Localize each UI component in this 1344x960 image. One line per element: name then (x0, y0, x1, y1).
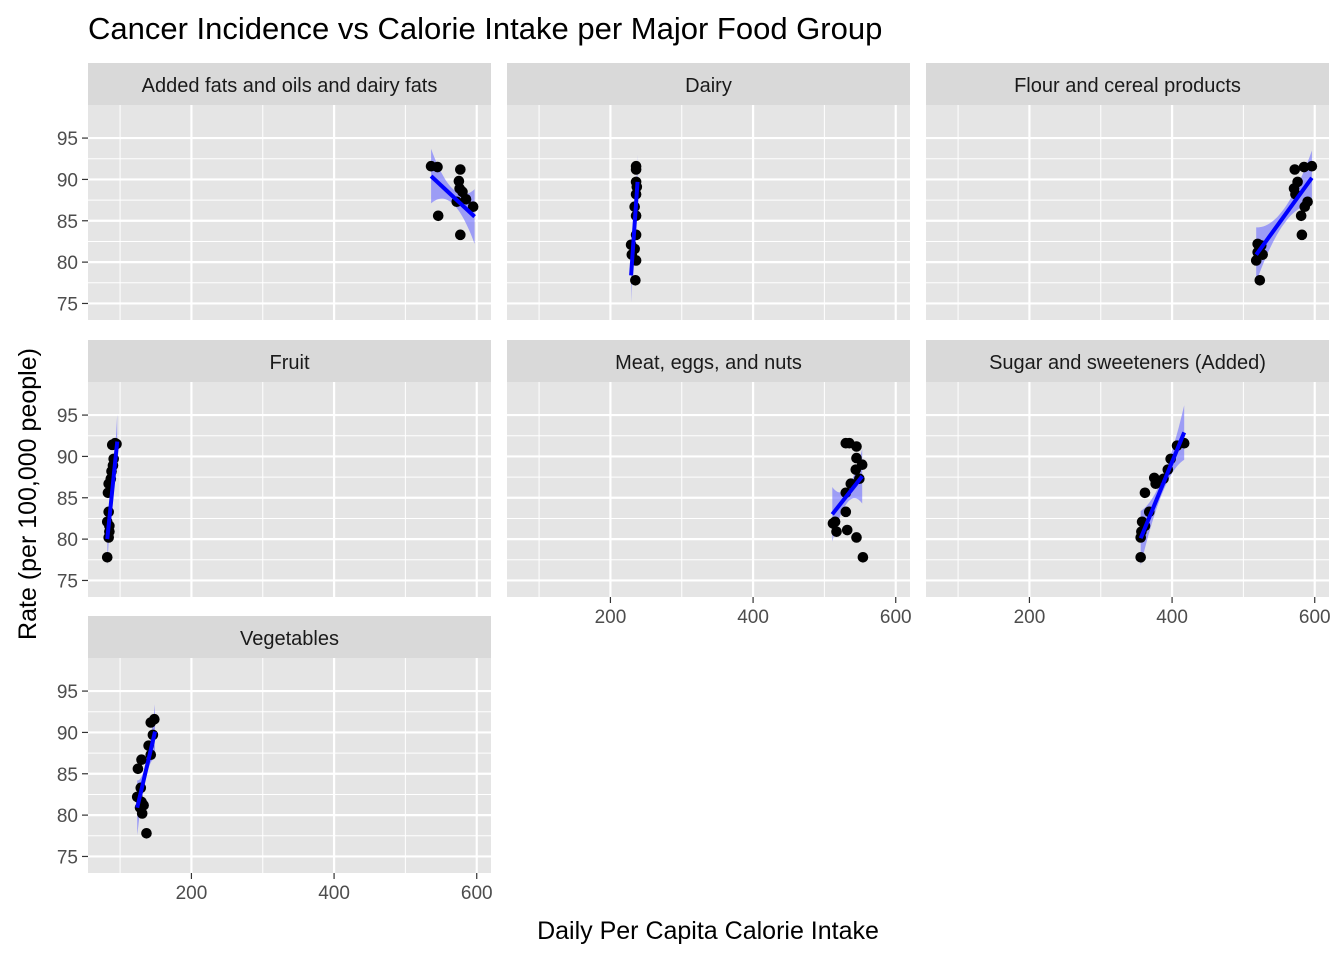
x-tick-label: 600 (880, 607, 912, 628)
data-point (101, 552, 113, 563)
data-point (1306, 160, 1318, 172)
facet-strip-label: Added fats and oils and dairy fats (142, 75, 438, 97)
x-tick-label: 400 (1156, 607, 1188, 628)
fit-line (629, 181, 640, 276)
facet-strip (507, 63, 910, 105)
data-point (455, 229, 466, 241)
panel-background (507, 105, 910, 320)
data-point (1299, 201, 1311, 213)
facet-strip (88, 63, 491, 105)
x-tick-label: 600 (461, 883, 493, 904)
y-tick-label: 95 (57, 682, 78, 703)
facet-strip-label: Flour and cereal products (1014, 75, 1241, 97)
y-tick-label: 95 (57, 406, 78, 427)
facet-panel: Meat, eggs, and nuts 200 400 600 (507, 340, 912, 628)
y-tick-label: 80 (57, 530, 78, 551)
y-tick-label: 85 (57, 212, 78, 233)
data-point (1139, 487, 1151, 499)
facet-panel: Fruit 75 80 85 90 95 (57, 340, 491, 597)
x-tick-label: 200 (595, 607, 627, 628)
fit-line (1254, 176, 1314, 256)
x-tick-label: 400 (318, 883, 350, 904)
data-point (141, 828, 152, 839)
x-tick-label: 600 (1299, 607, 1331, 628)
facet-panel: Vegetables 75 80 85 90 95 200 400 600 (57, 616, 493, 904)
y-axis-title: Rate (per 100,000 people) (14, 348, 42, 640)
data-point (851, 441, 862, 452)
data-point (467, 201, 479, 213)
data-point (1289, 164, 1301, 175)
x-axis-title: Daily Per Capita Calorie Intake (537, 917, 879, 945)
facet-strip (88, 616, 491, 658)
facet-panel: Added fats and oils and dairy fats 75 80 85… (57, 63, 491, 320)
data-point (138, 799, 149, 811)
data-point (136, 754, 147, 766)
facet-strip-label: Sugar and sweeteners (Added) (989, 352, 1266, 374)
data-point (831, 526, 842, 537)
facet-strip-label: Fruit (270, 352, 310, 374)
data-point (132, 763, 144, 775)
facet-strip (507, 340, 910, 382)
y-tick-label: 90 (57, 170, 78, 191)
data-point (1295, 210, 1307, 222)
data-point (827, 518, 839, 529)
panel-background (88, 658, 491, 873)
fit-line (830, 475, 864, 516)
x-tick-label: 200 (1014, 607, 1046, 628)
data-point (1254, 275, 1266, 286)
data-point (460, 193, 472, 205)
facet-panel: Sugar and sweeteners (Added) 200 400 600 (926, 340, 1331, 628)
y-tick-label: 75 (57, 294, 78, 315)
fit-line (429, 174, 476, 219)
data-point (454, 183, 465, 194)
data-point (840, 506, 852, 518)
data-point (850, 464, 862, 475)
y-tick-label: 80 (57, 253, 78, 274)
facet-strip-label: Dairy (685, 75, 732, 97)
y-tick-label: 85 (57, 765, 78, 786)
data-point (455, 164, 466, 175)
data-point (1135, 552, 1146, 563)
panel-background (88, 105, 491, 320)
fit-line (135, 731, 157, 809)
data-point (851, 532, 862, 543)
data-point (1250, 255, 1262, 266)
x-tick-label: 200 (176, 883, 208, 904)
data-point (630, 275, 641, 286)
facet-panels: Added fats and oils and dairy fats 75 80 85… (57, 63, 1331, 904)
chart-title: Cancer Incidence vs Calorie Intake per M… (88, 11, 882, 46)
facet-strip-label: Meat, eggs, and nuts (615, 352, 802, 374)
y-tick-label: 90 (57, 723, 78, 744)
y-tick-label: 95 (57, 129, 78, 150)
data-point (857, 552, 869, 563)
x-tick-label: 400 (737, 607, 769, 628)
y-tick-label: 75 (57, 571, 78, 592)
facet-strip (926, 340, 1329, 382)
facet-strip (88, 340, 491, 382)
panel-background (926, 382, 1329, 597)
data-point (1298, 161, 1310, 173)
data-point (432, 210, 444, 222)
data-point (136, 808, 148, 819)
y-tick-label: 80 (57, 806, 78, 827)
fit-line (1138, 431, 1187, 540)
y-tick-label: 85 (57, 489, 78, 510)
panel-background (88, 382, 491, 597)
facet-panel: Flour and cereal products (926, 63, 1329, 320)
data-point (145, 717, 157, 728)
data-point (432, 161, 443, 173)
y-tick-label: 90 (57, 447, 78, 468)
facet-strip (926, 63, 1329, 105)
fit-line (105, 441, 120, 540)
y-tick-label: 75 (57, 847, 78, 868)
facet-panel: Dairy (507, 63, 910, 320)
data-point (630, 164, 642, 175)
data-point (1150, 478, 1161, 490)
data-point (841, 524, 853, 536)
data-point (1296, 229, 1308, 241)
facet-strip-label: Vegetables (240, 628, 339, 650)
